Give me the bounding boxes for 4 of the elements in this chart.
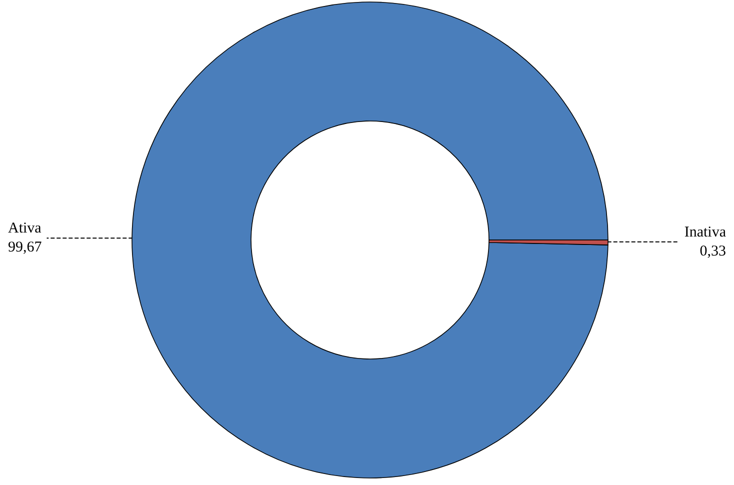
slice-label: Inativa [684, 224, 726, 240]
data-label: 99,67 [8, 240, 42, 256]
slice-label: Ativa [8, 220, 42, 237]
data-label: 0,33 [700, 243, 726, 260]
